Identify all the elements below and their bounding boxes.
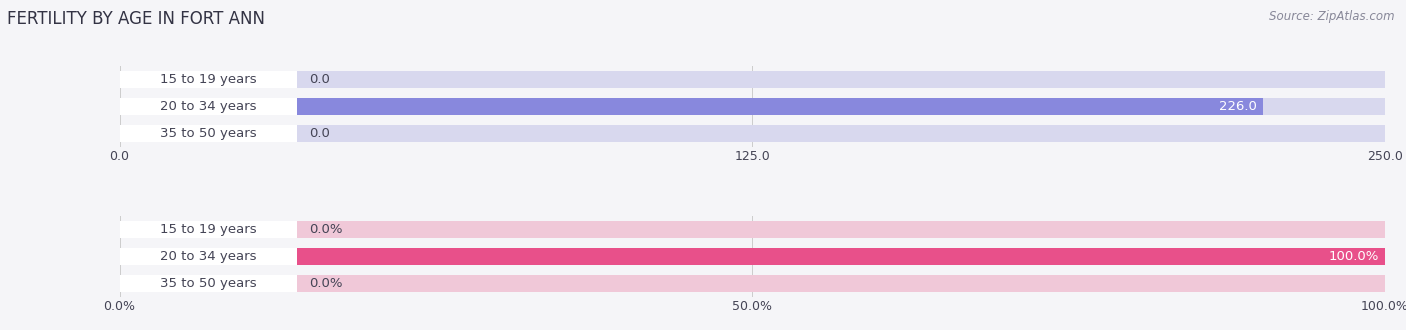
- Text: 15 to 19 years: 15 to 19 years: [160, 223, 256, 236]
- Bar: [120, 221, 1385, 238]
- Text: 15 to 19 years: 15 to 19 years: [160, 73, 256, 86]
- Text: FERTILITY BY AGE IN FORT ANN: FERTILITY BY AGE IN FORT ANN: [7, 10, 264, 28]
- Text: 226.0: 226.0: [1219, 100, 1257, 113]
- Text: 35 to 50 years: 35 to 50 years: [160, 277, 256, 290]
- Bar: [120, 98, 1385, 115]
- Bar: [120, 275, 1385, 292]
- Bar: [120, 71, 297, 88]
- Text: 35 to 50 years: 35 to 50 years: [160, 127, 256, 140]
- Bar: [120, 125, 297, 142]
- Text: 0.0%: 0.0%: [309, 277, 343, 290]
- Bar: [120, 125, 1385, 142]
- Bar: [120, 98, 297, 115]
- Text: 0.0: 0.0: [309, 73, 330, 86]
- Text: 0.0%: 0.0%: [309, 223, 343, 236]
- Bar: [120, 275, 297, 292]
- Bar: [120, 98, 1264, 115]
- Bar: [120, 71, 1385, 88]
- Text: 20 to 34 years: 20 to 34 years: [160, 100, 256, 113]
- Text: 100.0%: 100.0%: [1329, 250, 1379, 263]
- Text: 0.0: 0.0: [309, 127, 330, 140]
- Text: Source: ZipAtlas.com: Source: ZipAtlas.com: [1270, 10, 1395, 23]
- Bar: [120, 248, 1385, 265]
- Bar: [120, 221, 297, 238]
- Bar: [120, 248, 297, 265]
- Bar: [120, 248, 1385, 265]
- Text: 20 to 34 years: 20 to 34 years: [160, 250, 256, 263]
